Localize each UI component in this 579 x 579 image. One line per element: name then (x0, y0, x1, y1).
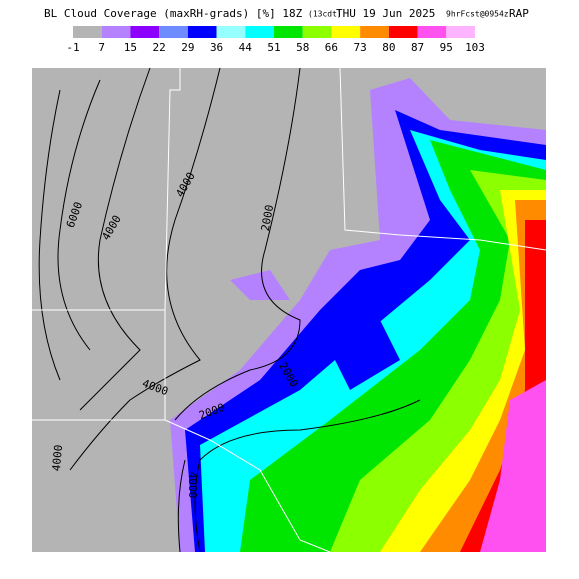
forecast: 9hrFcst@0954z (446, 10, 509, 19)
colorbar-box (73, 26, 102, 38)
colorbar-label: 22 (153, 41, 166, 54)
colorbar-box (216, 26, 246, 38)
colorbar-label: -1 (66, 41, 79, 54)
model: RAP (509, 7, 529, 20)
colorbar-label: 73 (354, 41, 367, 54)
colorbar-box (130, 26, 160, 38)
colorbar-label: 51 (267, 41, 280, 54)
colorbar-label: 29 (181, 41, 194, 54)
colorbar-box (388, 26, 418, 38)
title: BL Cloud Coverage (maxRH-grads) [%] 18Z (44, 7, 303, 20)
cloud-fields (170, 78, 546, 552)
local-time: (13cdt) (308, 10, 342, 19)
colorbar-box (245, 26, 274, 38)
colorbar-label: 44 (239, 41, 253, 54)
colorbar-label: 15 (124, 41, 137, 54)
colorbar-box (331, 26, 361, 38)
colorbar-box (159, 26, 188, 38)
contour-label: 2000 (259, 204, 276, 232)
colorbar-label: 7 (98, 41, 105, 54)
colorbar-box (187, 26, 217, 38)
colorbar-label: 103 (465, 41, 485, 54)
contours (38, 67, 421, 553)
date: THU 19 Jun 2025 (336, 7, 435, 20)
colorbar-box (302, 26, 332, 38)
colorbar-label: 80 (382, 41, 395, 54)
contour-label: 4000 (50, 444, 65, 472)
colorbar-label: 95 (440, 41, 453, 54)
colorbar-box (274, 26, 303, 38)
colorbar-box (101, 26, 131, 38)
colorbar-box (417, 26, 447, 38)
colorbar-label: 58 (296, 41, 309, 54)
colorbar-box (446, 26, 475, 38)
colorbar: -1 7 15 22 29 36 44 51 58 66 73 80 87 95 103 (66, 26, 485, 54)
colorbar-label: 66 (325, 41, 338, 54)
borders (32, 67, 547, 553)
contour-label: 4000 (186, 472, 199, 499)
colorbar-box (360, 26, 389, 38)
colorbar-label: 87 (411, 41, 424, 54)
colorbar-label: 36 (210, 41, 223, 54)
